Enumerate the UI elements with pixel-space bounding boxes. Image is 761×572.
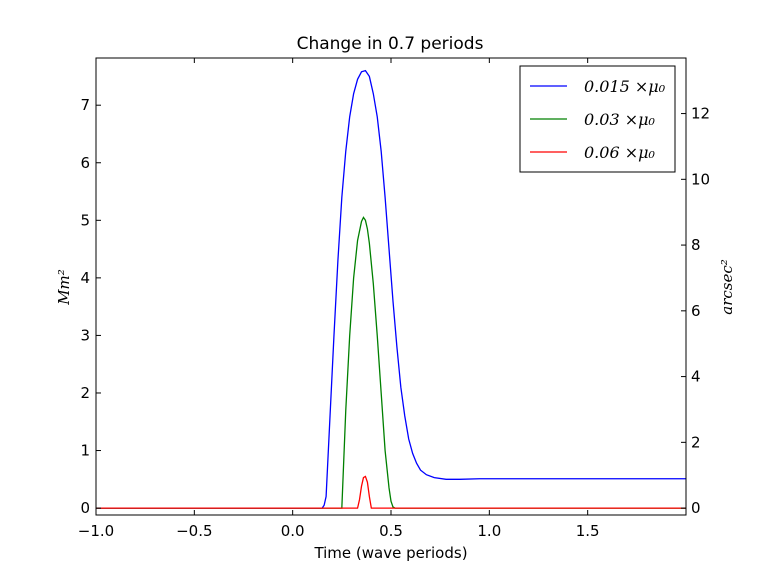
y-right-tick-label: 12 xyxy=(691,105,710,123)
y-tick-label: 3 xyxy=(80,326,90,344)
chart-title: Change in 0.7 periods xyxy=(297,34,484,54)
x-axis-label: Time (wave periods) xyxy=(313,544,467,562)
series-line-2 xyxy=(96,475,686,509)
y-right-tick-label: 6 xyxy=(691,302,701,320)
y-right-tick-label: 2 xyxy=(691,433,701,451)
series-line-0 xyxy=(96,69,686,509)
y-right-tick-label: 8 xyxy=(691,236,701,254)
x-tick-label: 0.5 xyxy=(379,522,403,540)
y-right-tick-label: 4 xyxy=(691,368,701,386)
y-tick-label: 6 xyxy=(80,154,90,172)
legend-label: 0.03 ×μ₀ xyxy=(584,110,656,129)
x-tick-label: −1.0 xyxy=(78,522,114,540)
y-right-tick-label: 0 xyxy=(691,499,701,517)
y-right-tick-label: 10 xyxy=(691,170,710,188)
series-layer xyxy=(96,69,686,509)
y-axis-left: 0 1 2 3 4 5 6 7 xyxy=(80,96,101,517)
series-line-1 xyxy=(96,216,686,509)
x-tick-label: 1.0 xyxy=(477,522,501,540)
y-tick-label: 0 xyxy=(80,499,90,517)
x-axis: −1.0 −0.5 0.0 0.5 1.0 1.5 xyxy=(78,58,600,540)
legend: 0.015 ×μ₀ 0.03 ×μ₀ 0.06 ×μ₀ xyxy=(519,65,676,173)
y-axis-right-label: arcsec² xyxy=(718,259,736,315)
y-axis-right: 0 2 4 6 8 10 12 xyxy=(681,105,710,517)
x-tick-label: 1.5 xyxy=(576,522,600,540)
y-tick-label: 2 xyxy=(80,384,90,402)
y-tick-label: 5 xyxy=(80,211,90,229)
y-axis-label: Mm² xyxy=(55,269,73,306)
x-tick-label: 0.0 xyxy=(281,522,305,540)
y-tick-label: 4 xyxy=(80,269,90,287)
legend-label: 0.06 ×μ₀ xyxy=(584,143,656,162)
legend-label: 0.015 ×μ₀ xyxy=(584,77,666,96)
y-tick-label: 1 xyxy=(80,442,90,460)
y-tick-label: 7 xyxy=(80,96,90,114)
x-tick-label: −0.5 xyxy=(176,522,212,540)
